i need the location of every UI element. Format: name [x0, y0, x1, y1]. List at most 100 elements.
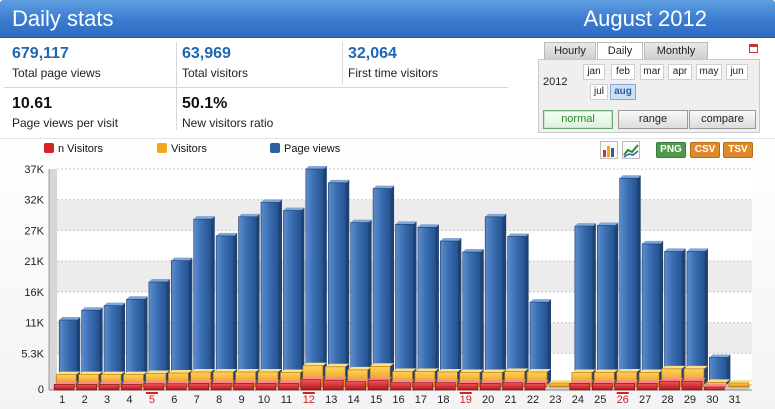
month-may[interactable]: may — [696, 64, 722, 80]
y-tick-label: 32K — [24, 195, 44, 207]
bar-new-visitors-top — [592, 380, 617, 384]
x-tick-label: 9 — [239, 394, 245, 406]
bar-visitors-top — [728, 380, 753, 383]
x-tick-label: 24 — [572, 394, 584, 406]
bar-new-visitors — [479, 382, 501, 391]
stat-value: 32,064 — [348, 45, 397, 62]
bar-new-visitors-top — [390, 379, 415, 383]
bar-page-views-side — [727, 354, 731, 384]
bar-new-visitors-top — [659, 378, 684, 382]
bar-new-visitors — [524, 382, 546, 391]
bar-page-views — [619, 177, 638, 385]
export-tsv-button[interactable]: TSV — [723, 142, 753, 158]
bar-page-views — [305, 168, 325, 385]
bar-visitors-top — [549, 380, 574, 383]
bar-new-visitors-top — [614, 380, 639, 384]
stats-summary: 679,117 Total page views 63,969 Total vi… — [0, 38, 512, 134]
bar-new-visitors — [300, 379, 322, 391]
export-csv-button[interactable]: CSV — [690, 142, 720, 158]
bar-page-views — [664, 251, 683, 385]
month-jun[interactable]: jun — [726, 64, 748, 80]
bar-new-visitors-top — [211, 380, 236, 384]
bar-page-views-side — [704, 248, 708, 384]
x-tick-label: 7 — [194, 394, 200, 406]
month-aug[interactable]: aug — [610, 84, 636, 100]
month-mar[interactable]: mar — [640, 64, 664, 80]
divider — [342, 42, 343, 84]
bar-page-views-side — [77, 317, 81, 384]
stat-total-visitors: 63,969 Total visitors — [182, 40, 342, 86]
legend-new-visitors[interactable]: n Visitors — [44, 143, 103, 157]
x-tick-label: 16 — [392, 394, 404, 406]
bar-visitors-top — [325, 363, 350, 367]
bar-new-visitors-top — [525, 380, 550, 384]
bar-page-views-side — [234, 232, 238, 384]
x-tick-label: 13 — [325, 394, 337, 406]
bar-page-views — [193, 218, 213, 385]
month-apr[interactable]: apr — [668, 64, 692, 80]
x-tick-label: 21 — [504, 394, 516, 406]
bar-page-views-side — [480, 249, 484, 384]
bar-visitors-top — [123, 371, 148, 375]
mode-range-button[interactable]: range — [618, 110, 688, 129]
bar-new-visitors — [143, 383, 165, 391]
bar-page-views-side — [122, 302, 126, 384]
bar-visitors-top — [213, 368, 238, 372]
bar-visitors-top — [56, 371, 81, 375]
line-chart-icon[interactable] — [622, 141, 640, 159]
plot-band — [57, 169, 752, 200]
export-png-button[interactable]: PNG — [656, 142, 686, 158]
bar-page-views-side — [301, 207, 305, 384]
bar-page-views-side — [435, 224, 439, 384]
bar-page-views — [395, 224, 414, 385]
legend-swatch — [270, 143, 280, 153]
tab-hourly[interactable]: Hourly — [544, 42, 596, 59]
tab-daily[interactable]: Daily — [597, 42, 643, 60]
month-jan[interactable]: jan — [583, 64, 605, 80]
month-feb[interactable]: feb — [611, 64, 635, 80]
bar-page-views — [507, 236, 526, 385]
bar-new-visitors — [681, 380, 703, 391]
bar-page-views-side — [189, 257, 193, 384]
bar-page-views-side — [278, 199, 282, 384]
y-tick-label: 21K — [24, 256, 44, 268]
period-selector: Hourly Daily Monthly 2012 jan feb mar ap… — [538, 42, 760, 133]
bar-page-views-top — [597, 222, 619, 226]
year-label: 2012 — [543, 76, 568, 88]
legend-page-views[interactable]: Page views — [270, 143, 340, 157]
bar-visitors-top — [616, 368, 641, 372]
bar-chart-icon[interactable] — [600, 141, 618, 159]
bar-page-views-top — [709, 354, 731, 358]
calendar-icon[interactable] — [749, 44, 758, 53]
bar-new-visitors-top — [143, 380, 168, 384]
bar-new-visitors — [188, 382, 210, 391]
x-tick-label: 14 — [348, 394, 360, 406]
divider — [176, 42, 177, 130]
bar-new-visitors — [591, 382, 613, 391]
bar-visitors-top — [482, 369, 507, 373]
bar-new-visitors — [659, 380, 680, 391]
bar-new-visitors — [233, 382, 254, 391]
bar-new-visitors-top — [166, 380, 191, 384]
mode-normal-button[interactable]: normal — [543, 110, 613, 129]
legend-swatch — [44, 143, 54, 153]
x-tick-label: 8 — [216, 394, 222, 406]
x-tick-label: 6 — [171, 394, 177, 406]
mode-compare-button[interactable]: compare — [689, 110, 756, 129]
header-bar: Daily stats August 2012 — [0, 0, 775, 38]
legend-visitors[interactable]: Visitors — [157, 143, 207, 157]
bar-chart-glyph — [603, 146, 614, 157]
tab-monthly[interactable]: Monthly — [644, 42, 708, 59]
x-tick-label: 27 — [639, 394, 651, 406]
bar-new-visitors — [614, 382, 635, 391]
x-tick-label: 2 — [82, 394, 88, 406]
x-tick-label: 30 — [706, 394, 718, 406]
month-jul[interactable]: jul — [590, 84, 608, 100]
bar-page-views-top — [686, 248, 708, 252]
x-tick-label: 3 — [104, 394, 110, 406]
bar-new-visitors — [322, 379, 344, 391]
y-tick-label: 5.3K — [21, 348, 44, 360]
bar-visitors-top — [190, 368, 215, 372]
x-tick-label: 18 — [437, 394, 449, 406]
